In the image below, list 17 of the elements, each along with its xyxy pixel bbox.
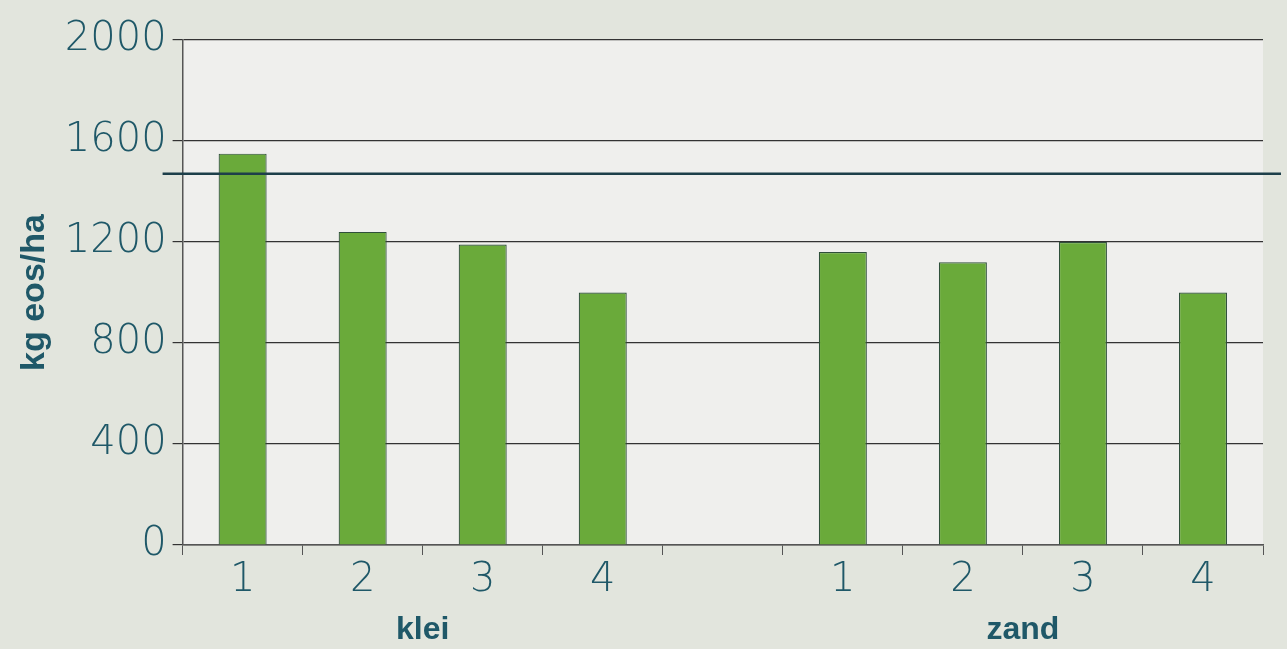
x-tick-label: 1 [830,554,856,601]
x-tick-label: 2 [349,554,376,601]
y-tick-label: 800 [90,316,167,363]
y-tick-label: 2000 [64,13,167,60]
x-tick-label: 3 [469,554,496,601]
text: zand [986,609,1060,646]
x-tick-label: 2 [950,554,976,601]
y-tick-label: 1600 [64,114,167,161]
x-tick-label: 1 [229,554,256,601]
y-tick-label: 400 [90,417,167,464]
x-tick-label: 4 [590,554,616,601]
y-tick-label: 1200 [64,215,167,262]
x-tick-label: 4 [1190,554,1216,601]
text: klei [396,609,450,646]
y-tick-label: 0 [141,518,167,565]
y-axis-title: kg eos/ha [12,213,51,371]
x-tick-label: 3 [1070,554,1096,601]
